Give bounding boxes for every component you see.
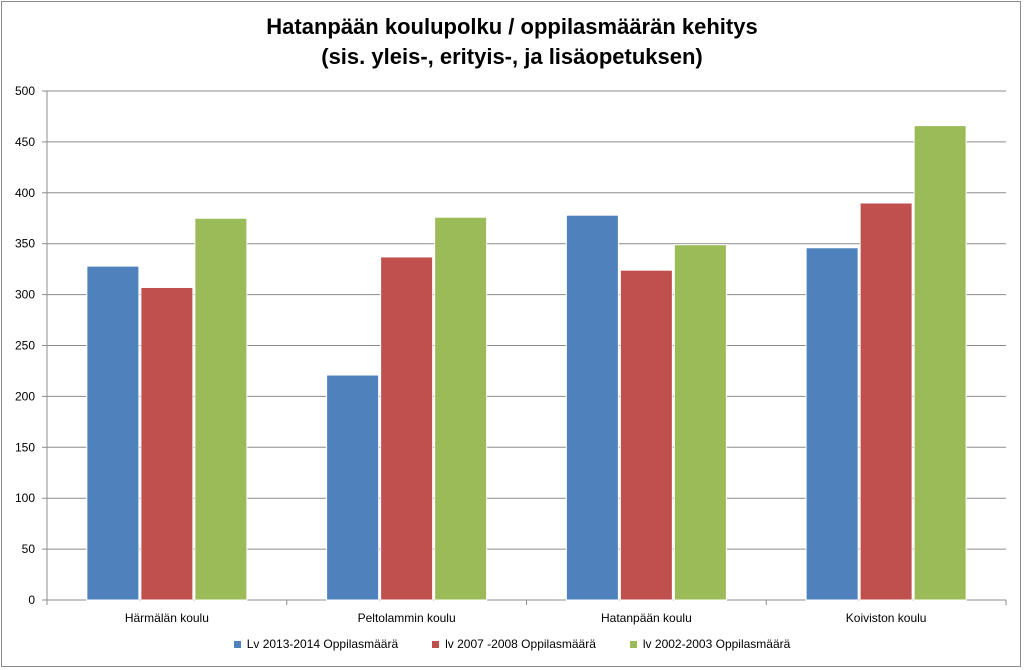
y-tick-label-8: 400 xyxy=(15,186,35,200)
bar-1-3 xyxy=(805,247,859,601)
bar-2-0 xyxy=(140,286,194,601)
legend-label-series-1: Lv 2013-2014 Oppilasmäärä xyxy=(246,637,399,651)
legend-label-series-3: lv 2002-2003 Oppilasmäärä xyxy=(642,637,791,651)
legend-item-series-3: lv 2002-2003 Oppilasmäärä xyxy=(629,637,791,651)
bar-3-2 xyxy=(673,244,727,601)
bar-3-1 xyxy=(434,216,488,601)
y-tick-label-3: 150 xyxy=(15,440,35,454)
bar-3-0 xyxy=(194,217,248,601)
legend-swatch-series-1 xyxy=(233,640,241,648)
y-tick-label-0: 0 xyxy=(28,593,35,607)
bar-2-3 xyxy=(859,202,913,601)
bar-1-0 xyxy=(86,265,140,601)
y-tick-label-4: 200 xyxy=(15,389,35,403)
chart-title-line-2: (sis. yleis-, erityis-, ja lisäopetuksen… xyxy=(321,44,703,69)
y-tick-label-5: 250 xyxy=(15,339,35,353)
y-tick-label-7: 350 xyxy=(15,237,35,251)
legend-label-series-2: lv 2007 -2008 Oppilasmäärä xyxy=(445,637,596,651)
y-tick-label-6: 300 xyxy=(15,288,35,302)
bar-1-2 xyxy=(565,214,619,601)
chart-title-line-1: Hatanpään koulupolku / oppilasmäärän keh… xyxy=(266,14,758,39)
legend-swatch-series-3 xyxy=(629,640,637,648)
x-tick-label-2: Hatanpään koulu xyxy=(601,611,692,625)
y-tick-label-1: 50 xyxy=(22,542,36,556)
legend-item-series-1: Lv 2013-2014 Oppilasmäärä xyxy=(233,637,399,651)
chart-title: Hatanpään koulupolku / oppilasmäärän keh… xyxy=(0,12,1024,72)
legend-item-series-2: lv 2007 -2008 Oppilasmäärä xyxy=(432,637,596,651)
y-tick-label-10: 500 xyxy=(15,84,35,98)
y-tick-label-2: 100 xyxy=(15,491,35,505)
bar-2-1 xyxy=(380,256,434,601)
x-tick-label-0: Härmälän koulu xyxy=(125,611,209,625)
x-tick-label-1: Peltolammin koulu xyxy=(358,611,456,625)
legend-swatch-series-2 xyxy=(432,640,440,648)
bar-3-3 xyxy=(913,125,967,601)
y-tick-label-9: 450 xyxy=(15,135,35,149)
bar-1-1 xyxy=(326,374,380,601)
x-tick-label-3: Koiviston koulu xyxy=(846,611,927,625)
bar-2-2 xyxy=(619,269,673,601)
legend: Lv 2013-2014 Oppilasmäärä lv 2007 -2008 … xyxy=(0,637,1024,651)
